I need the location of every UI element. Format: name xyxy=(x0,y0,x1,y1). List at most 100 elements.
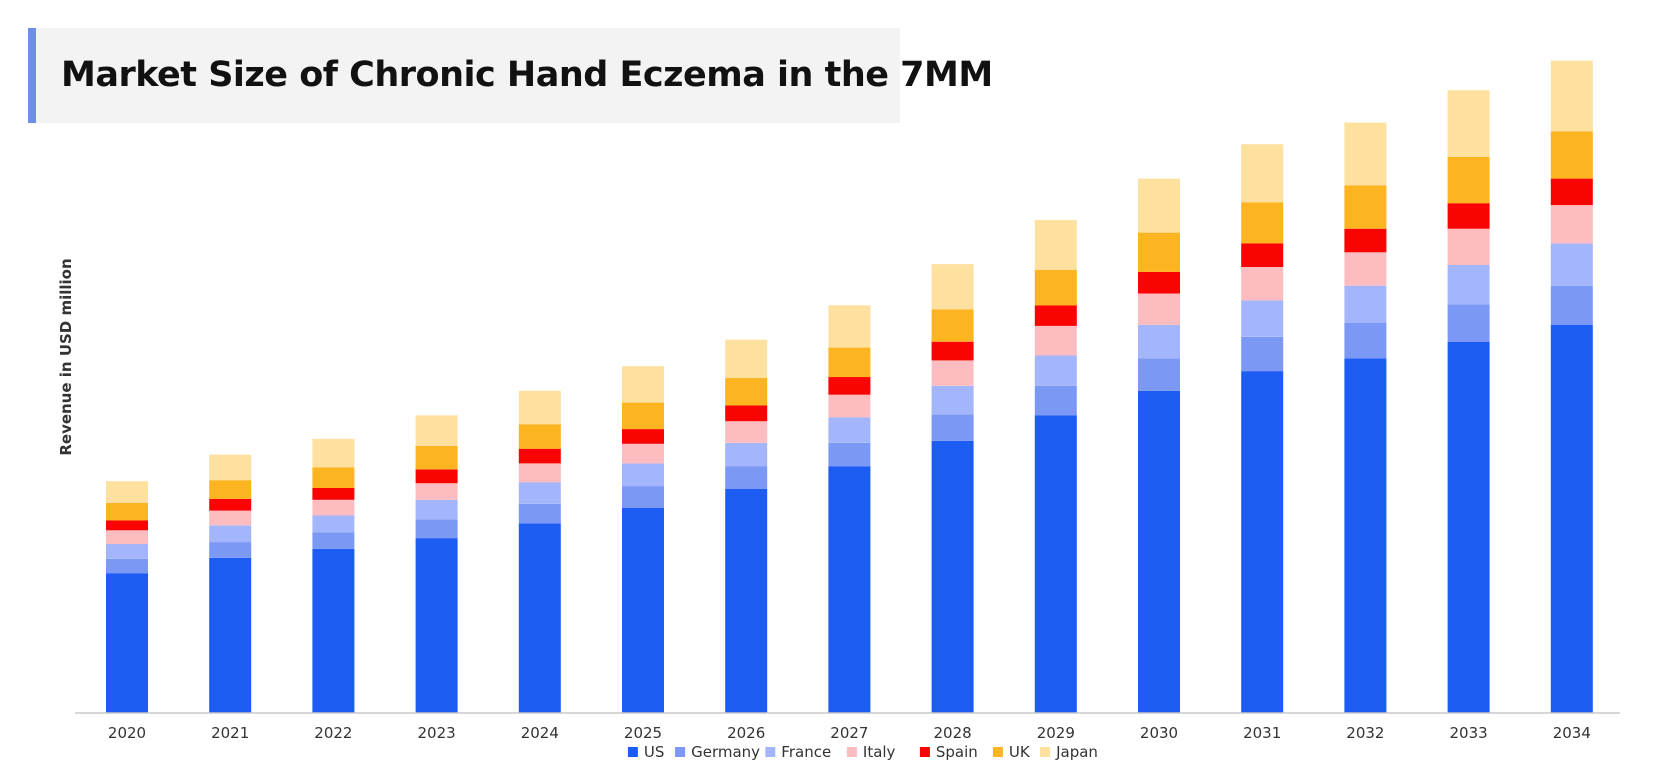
bar-italy-2031 xyxy=(1241,267,1284,301)
bar-japan-2029 xyxy=(1034,219,1077,270)
bar-italy-2022 xyxy=(312,499,355,516)
bar-uk-2021 xyxy=(209,480,252,499)
bar-us-2025 xyxy=(622,507,664,713)
x-tick-label: 2025 xyxy=(624,724,662,742)
bar-uk-2027 xyxy=(828,347,871,378)
bar-italy-2030 xyxy=(1138,293,1180,325)
bar-japan-2026 xyxy=(725,339,768,378)
legend-swatch-japan xyxy=(1040,747,1051,757)
bar-us-2033 xyxy=(1447,341,1490,713)
bar-germany-2031 xyxy=(1241,336,1284,372)
bar-uk-2020 xyxy=(106,502,148,521)
bar-germany-2028 xyxy=(931,414,974,441)
bar-japan-2023 xyxy=(415,415,458,446)
bar-japan-2025 xyxy=(622,366,664,403)
bar-uk-2034 xyxy=(1550,131,1593,179)
bar-france-2031 xyxy=(1241,300,1284,337)
chart-title-box: Market Size of Chronic Hand Eczema in th… xyxy=(28,28,993,123)
bar-italy-2028 xyxy=(931,360,974,386)
bar-france-2027 xyxy=(828,417,871,443)
x-tick-labels: 2020 2021 2022 2023 2024 2025 2026 2027 2028 2029… xyxy=(108,724,1591,742)
bar-germany-2023 xyxy=(415,519,458,539)
x-tick-label: 2021 xyxy=(211,724,249,742)
legend-swatch-uk xyxy=(992,747,1003,757)
bar-uk-2029 xyxy=(1034,270,1077,306)
bar-italy-2034 xyxy=(1550,205,1593,244)
bar-france-2032 xyxy=(1344,285,1387,323)
bar-germany-2032 xyxy=(1344,323,1387,359)
legend-label-italy: Italy xyxy=(863,743,896,761)
bar-italy-2021 xyxy=(209,510,252,526)
x-tick-label: 2029 xyxy=(1037,724,1075,742)
bar-france-2025 xyxy=(622,463,664,487)
x-tick-label: 2032 xyxy=(1346,724,1384,742)
x-tick-label: 2030 xyxy=(1140,724,1178,742)
bar-italy-2023 xyxy=(415,483,458,500)
bar-germany-2034 xyxy=(1550,285,1593,325)
bar-japan-2033 xyxy=(1447,90,1490,157)
legend-label-us: US xyxy=(644,743,665,761)
bar-germany-2021 xyxy=(209,542,252,558)
bar-japan-2031 xyxy=(1241,144,1284,203)
bar-uk-2025 xyxy=(622,402,664,430)
chart-title: Market Size of Chronic Hand Eczema in th… xyxy=(61,55,993,95)
bars-layer xyxy=(106,60,1593,713)
legend: US Germany France Italy Spain UK Japan xyxy=(627,743,1098,761)
bar-france-2024 xyxy=(518,482,561,504)
bar-us-2030 xyxy=(1138,390,1180,713)
bar-us-2021 xyxy=(209,557,252,713)
bar-germany-2025 xyxy=(622,486,664,508)
bar-germany-2026 xyxy=(725,466,768,489)
bar-spain-2030 xyxy=(1138,271,1180,294)
bar-us-2026 xyxy=(725,489,768,713)
bar-spain-2021 xyxy=(209,498,252,511)
bar-us-2024 xyxy=(518,523,561,713)
bar-us-2020 xyxy=(106,573,148,713)
bar-spain-2027 xyxy=(828,377,871,395)
bar-italy-2029 xyxy=(1034,326,1077,356)
bar-spain-2020 xyxy=(106,520,148,531)
bar-us-2027 xyxy=(828,466,871,713)
bar-uk-2031 xyxy=(1241,202,1284,244)
bar-japan-2020 xyxy=(106,481,148,503)
bar-uk-2030 xyxy=(1138,232,1180,272)
legend-label-uk: UK xyxy=(1009,743,1031,761)
bar-france-2028 xyxy=(931,385,974,415)
x-tick-label: 2026 xyxy=(727,724,765,742)
bar-spain-2024 xyxy=(518,448,561,464)
bar-us-2032 xyxy=(1344,358,1387,713)
bar-france-2022 xyxy=(312,515,355,533)
bar-germany-2029 xyxy=(1034,385,1077,416)
bar-us-2034 xyxy=(1550,325,1593,713)
legend-swatch-italy xyxy=(846,747,857,757)
legend-label-spain: Spain xyxy=(936,743,978,761)
bar-germany-2030 xyxy=(1138,358,1180,391)
x-tick-label: 2027 xyxy=(830,724,868,742)
bar-japan-2024 xyxy=(518,390,561,425)
bar-us-2023 xyxy=(415,538,458,713)
legend-swatch-us xyxy=(627,747,638,757)
bar-france-2029 xyxy=(1034,355,1077,386)
bar-us-2029 xyxy=(1034,415,1077,713)
x-tick-label: 2033 xyxy=(1450,724,1488,742)
bar-france-2033 xyxy=(1447,265,1490,305)
bar-italy-2025 xyxy=(622,443,664,464)
bar-uk-2024 xyxy=(518,424,561,449)
bar-us-2028 xyxy=(931,440,974,713)
bar-uk-2026 xyxy=(725,378,768,406)
bar-us-2031 xyxy=(1241,371,1284,713)
legend-swatch-germany xyxy=(675,747,686,757)
bar-france-2030 xyxy=(1138,325,1180,359)
bar-france-2026 xyxy=(725,442,768,467)
bar-japan-2022 xyxy=(312,438,355,468)
bar-germany-2033 xyxy=(1447,304,1490,342)
bar-france-2021 xyxy=(209,525,252,543)
bar-japan-2030 xyxy=(1138,178,1180,233)
bar-uk-2033 xyxy=(1447,157,1490,204)
bar-spain-2025 xyxy=(622,429,664,444)
bar-spain-2028 xyxy=(931,341,974,361)
bar-spain-2029 xyxy=(1034,305,1077,326)
bar-germany-2024 xyxy=(518,503,561,524)
bar-spain-2022 xyxy=(312,488,355,500)
